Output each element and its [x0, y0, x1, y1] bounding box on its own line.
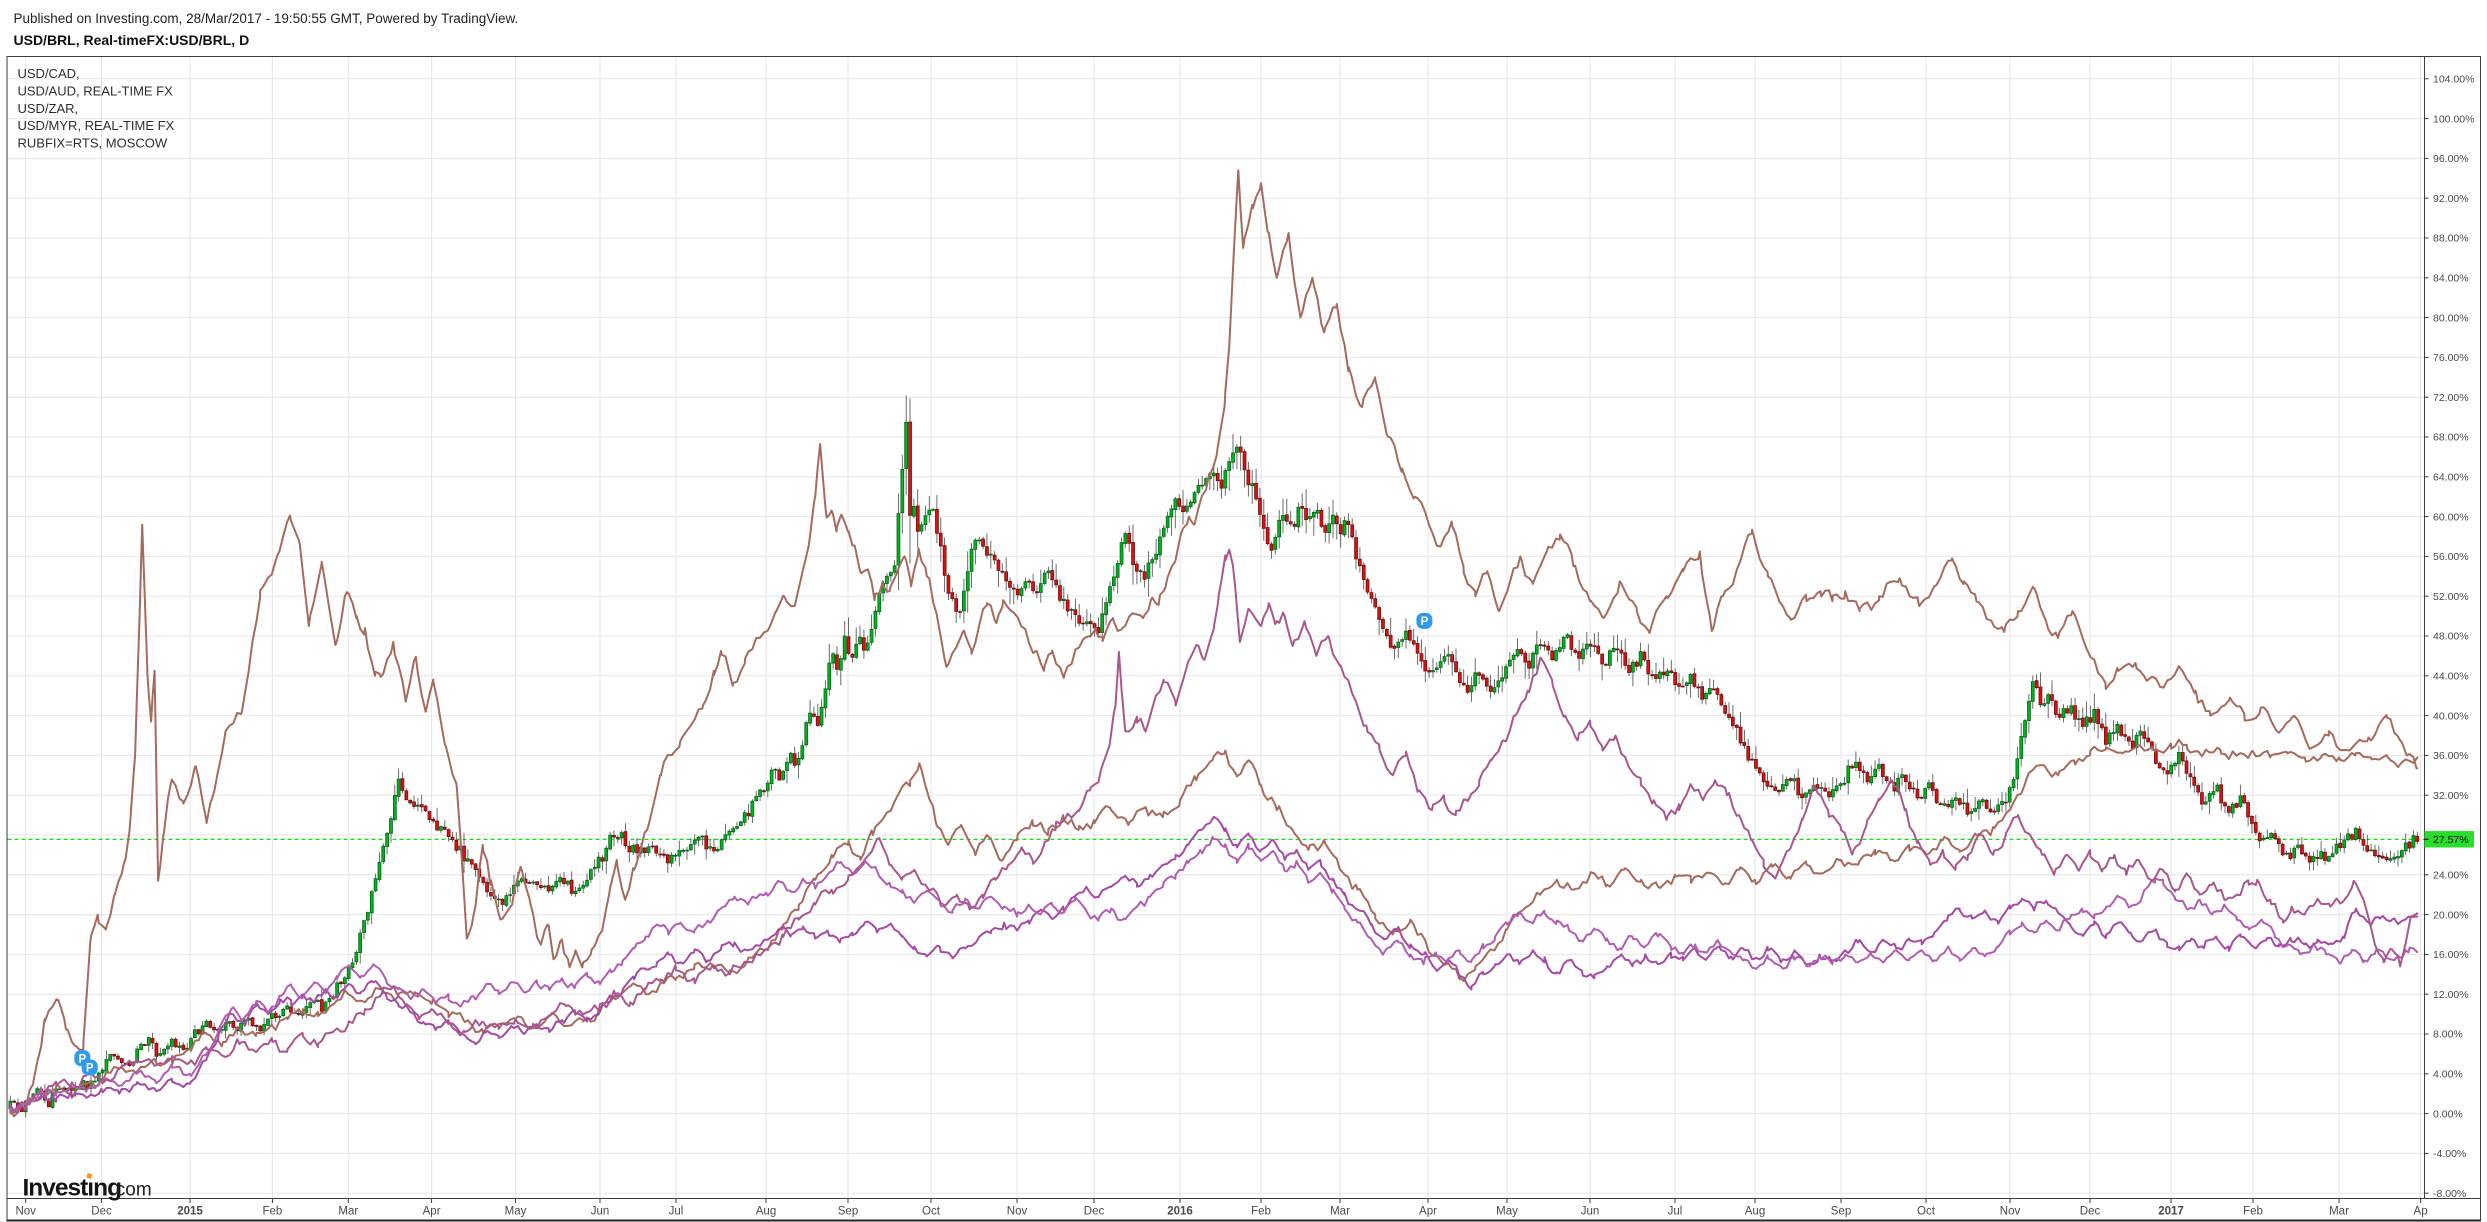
svg-text:8.00%: 8.00%: [2433, 1029, 2463, 1041]
svg-text:48.00%: 48.00%: [2433, 631, 2469, 643]
svg-text:Jun: Jun: [1581, 1206, 1600, 1218]
svg-text:40.00%: 40.00%: [2433, 710, 2469, 722]
svg-text:Nov: Nov: [1007, 1206, 1028, 1218]
svg-text:Apr: Apr: [423, 1206, 441, 1218]
svg-text:Ap: Ap: [2414, 1206, 2428, 1218]
svg-text:Oct: Oct: [1917, 1206, 1936, 1218]
svg-text:36.00%: 36.00%: [2433, 750, 2469, 762]
svg-text:Feb: Feb: [2243, 1206, 2263, 1218]
svg-text:Dec: Dec: [2080, 1206, 2101, 1218]
svg-text:USD/CAD,: USD/CAD,: [18, 66, 80, 81]
svg-text:Jul: Jul: [669, 1206, 684, 1218]
svg-text:Mar: Mar: [2329, 1206, 2349, 1218]
svg-text:Mar: Mar: [1330, 1206, 1350, 1218]
svg-text:68.00%: 68.00%: [2433, 432, 2469, 444]
svg-text:Dec: Dec: [91, 1206, 112, 1218]
svg-text:Sep: Sep: [1831, 1206, 1851, 1218]
svg-text:104.00%: 104.00%: [2433, 74, 2474, 86]
svg-text:May: May: [505, 1206, 527, 1218]
svg-text:Oct: Oct: [922, 1206, 941, 1218]
svg-text:52.00%: 52.00%: [2433, 591, 2469, 603]
svg-text:100.00%: 100.00%: [2433, 113, 2474, 125]
svg-text:76.00%: 76.00%: [2433, 352, 2469, 364]
svg-text:27.57%: 27.57%: [2433, 834, 2469, 846]
svg-text:64.00%: 64.00%: [2433, 472, 2469, 484]
svg-text:P: P: [78, 1053, 86, 1065]
svg-text:20.00%: 20.00%: [2433, 909, 2469, 921]
svg-text:Apr: Apr: [1419, 1206, 1437, 1218]
svg-text:16.00%: 16.00%: [2433, 949, 2469, 961]
svg-text:Aug: Aug: [1745, 1206, 1765, 1218]
svg-text:84.00%: 84.00%: [2433, 273, 2469, 285]
svg-text:2017: 2017: [2158, 1206, 2184, 1218]
svg-text:P: P: [1421, 616, 1429, 628]
svg-text:Mar: Mar: [338, 1206, 358, 1218]
svg-text:80.00%: 80.00%: [2433, 312, 2469, 324]
svg-text:Nov: Nov: [15, 1206, 36, 1218]
svg-text:Nov: Nov: [2000, 1206, 2021, 1218]
svg-text:-8.00%: -8.00%: [2433, 1188, 2466, 1200]
svg-text:USD/MYR, REAL-TIME FX: USD/MYR, REAL-TIME FX: [18, 118, 175, 133]
svg-text:-4.00%: -4.00%: [2433, 1148, 2466, 1160]
svg-text:Jun: Jun: [591, 1206, 610, 1218]
svg-text:56.00%: 56.00%: [2433, 551, 2469, 563]
svg-text:May: May: [1496, 1206, 1518, 1218]
svg-text:44.00%: 44.00%: [2433, 671, 2469, 683]
svg-text:60.00%: 60.00%: [2433, 511, 2469, 523]
svg-text:72.00%: 72.00%: [2433, 392, 2469, 404]
svg-text:Dec: Dec: [1084, 1206, 1105, 1218]
svg-text:88.00%: 88.00%: [2433, 233, 2469, 245]
svg-text:Aug: Aug: [756, 1206, 776, 1218]
svg-text:2015: 2015: [177, 1206, 203, 1218]
svg-text:USD/ZAR,: USD/ZAR,: [18, 101, 79, 116]
svg-text:Investıng: Investıng: [23, 1174, 122, 1201]
svg-text:Feb: Feb: [262, 1206, 282, 1218]
svg-text:RUBFIX=RTS, MOSCOW: RUBFIX=RTS, MOSCOW: [18, 135, 168, 150]
svg-text:Jul: Jul: [1668, 1206, 1683, 1218]
svg-text:24.00%: 24.00%: [2433, 870, 2469, 882]
svg-text:4.00%: 4.00%: [2433, 1069, 2463, 1081]
svg-text:96.00%: 96.00%: [2433, 153, 2469, 165]
svg-text:Feb: Feb: [1251, 1206, 1271, 1218]
svg-text:Sep: Sep: [838, 1206, 858, 1218]
svg-text:USD/AUD, REAL-TIME FX: USD/AUD, REAL-TIME FX: [18, 84, 174, 99]
svg-text:P: P: [86, 1063, 94, 1075]
svg-text:0.00%: 0.00%: [2433, 1108, 2463, 1120]
svg-text:.com: .com: [111, 1179, 152, 1200]
svg-text:92.00%: 92.00%: [2433, 193, 2469, 205]
svg-text:32.00%: 32.00%: [2433, 790, 2469, 802]
svg-text:2016: 2016: [1167, 1206, 1193, 1218]
svg-text:12.00%: 12.00%: [2433, 989, 2469, 1001]
